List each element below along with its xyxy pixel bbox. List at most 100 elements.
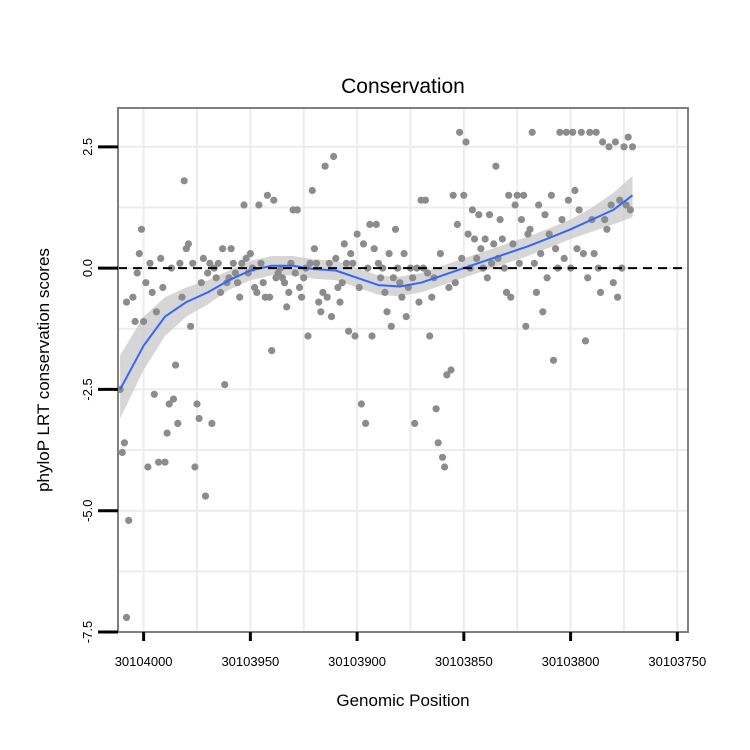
data-point (579, 250, 588, 258)
x-tick-label: 30103750 (648, 654, 706, 669)
data-point (355, 283, 363, 292)
data-point (385, 250, 393, 258)
data-point (332, 254, 340, 262)
data-point (507, 293, 515, 301)
data-point (306, 259, 314, 267)
data-point (505, 191, 513, 199)
data-point (118, 448, 126, 457)
data-point (349, 259, 357, 267)
data-point (178, 293, 186, 301)
data-point (347, 250, 355, 258)
data-point (330, 152, 338, 161)
data-point (584, 274, 592, 282)
data-point (219, 245, 227, 253)
data-point (298, 293, 306, 301)
data-point (308, 186, 316, 195)
data-point (436, 250, 444, 258)
data-point (564, 196, 573, 204)
x-tick-label: 30103850 (435, 654, 493, 669)
data-point (266, 293, 274, 301)
data-point (391, 225, 400, 233)
data-point (155, 458, 163, 466)
data-point (295, 283, 304, 292)
data-point (191, 463, 199, 471)
data-point (432, 405, 440, 413)
data-point (135, 250, 143, 258)
data-point (152, 308, 160, 316)
data-point (221, 381, 229, 389)
data-point (513, 191, 521, 199)
data-point (125, 516, 133, 525)
data-point (129, 293, 137, 301)
data-point (569, 128, 577, 136)
data-point (535, 201, 543, 209)
data-point (624, 133, 632, 141)
data-point (447, 366, 455, 374)
y-tick-label: -7.5 (80, 621, 95, 643)
data-point (490, 240, 498, 248)
data-point (142, 279, 150, 287)
data-point (165, 400, 173, 408)
data-point (517, 216, 526, 224)
data-point (530, 259, 538, 267)
data-point (502, 288, 511, 296)
data-point (214, 259, 222, 267)
data-point (323, 293, 331, 301)
data-point (372, 220, 380, 228)
data-point (140, 317, 148, 326)
data-point (374, 259, 382, 267)
data-point (590, 250, 598, 258)
data-point (206, 259, 214, 267)
data-point (144, 463, 152, 471)
data-point (462, 138, 470, 146)
data-point (409, 274, 417, 282)
data-point (197, 279, 205, 287)
data-point (599, 138, 607, 146)
data-point (464, 230, 472, 238)
data-point (449, 191, 457, 199)
data-point (511, 201, 519, 209)
data-point (280, 279, 289, 287)
data-point (628, 143, 637, 151)
data-point (366, 220, 374, 228)
data-point (377, 274, 385, 282)
data-point (575, 206, 583, 214)
data-point (445, 283, 453, 292)
data-point (622, 201, 630, 209)
data-point (146, 259, 154, 267)
data-point (353, 230, 361, 238)
data-point (626, 206, 635, 214)
data-point (601, 216, 609, 224)
data-point (131, 317, 139, 326)
data-point (451, 279, 459, 287)
data-point (172, 361, 180, 369)
data-point (415, 298, 423, 306)
data-point (201, 492, 210, 500)
data-point (315, 298, 323, 306)
data-point (596, 288, 605, 296)
data-point (620, 143, 628, 151)
data-point (522, 322, 530, 330)
data-point (187, 322, 195, 330)
data-point (389, 274, 397, 282)
data-point (441, 463, 449, 471)
data-point (434, 439, 442, 447)
data-point (370, 245, 378, 253)
data-point (402, 313, 410, 321)
data-point (259, 279, 267, 287)
data-point (342, 259, 350, 267)
x-tick-label: 30103900 (328, 654, 386, 669)
smooth-line-layer (119, 194, 634, 390)
data-point (473, 254, 481, 262)
data-point (293, 206, 301, 214)
data-point (148, 288, 156, 296)
data-point (560, 254, 568, 262)
data-point (581, 337, 590, 345)
data-points-layer (116, 128, 637, 622)
data-point (169, 395, 178, 403)
data-point (500, 264, 508, 272)
data-point (488, 259, 496, 267)
y-tick-label: 2.5 (80, 138, 95, 156)
data-point (229, 259, 237, 267)
data-point (537, 250, 545, 258)
